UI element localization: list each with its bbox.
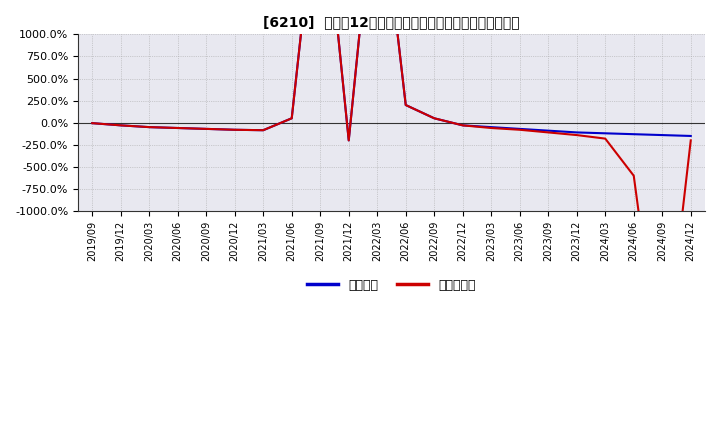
当期純利益 [601,136,610,141]
Legend: 経常利益, 当期純利益: 経常利益, 当期純利益 [302,274,481,297]
経常利益 [459,123,467,128]
経常利益 [629,132,638,137]
経常利益 [572,130,581,135]
経常利益 [287,116,296,121]
当期純利益 [430,116,438,121]
経常利益 [430,116,438,121]
経常利益 [344,138,353,143]
当期純利益 [117,123,125,128]
当期純利益 [259,128,268,133]
当期純利益 [202,126,210,132]
当期純利益 [544,130,552,135]
経常利益 [117,123,125,128]
当期純利益 [230,127,239,132]
経常利益 [259,128,268,133]
当期純利益 [145,125,153,130]
当期純利益 [402,103,410,108]
経常利益 [516,126,524,132]
Line: 経常利益: 経常利益 [92,0,690,140]
当期純利益 [287,116,296,121]
経常利益 [487,125,495,130]
当期純利益 [88,121,96,126]
当期純利益 [487,125,495,131]
経常利益 [202,126,210,132]
経常利益 [88,121,96,126]
経常利益 [544,128,552,133]
当期純利益 [174,125,182,131]
経常利益 [145,125,153,130]
当期純利益 [572,132,581,138]
経常利益 [402,103,410,108]
当期純利益 [516,127,524,132]
経常利益 [174,125,182,131]
当期純利益 [459,123,467,128]
Line: 当期純利益: 当期純利益 [92,0,690,388]
Title: [6210]  利益の12か月移動合計の対前年同期増減率の推移: [6210] 利益の12か月移動合計の対前年同期増減率の推移 [264,15,520,29]
当期純利益 [686,138,695,143]
当期純利益 [658,385,667,390]
経常利益 [658,132,667,138]
経常利益 [686,133,695,139]
当期純利益 [629,173,638,178]
当期純利益 [344,138,353,143]
経常利益 [601,131,610,136]
経常利益 [230,127,239,132]
